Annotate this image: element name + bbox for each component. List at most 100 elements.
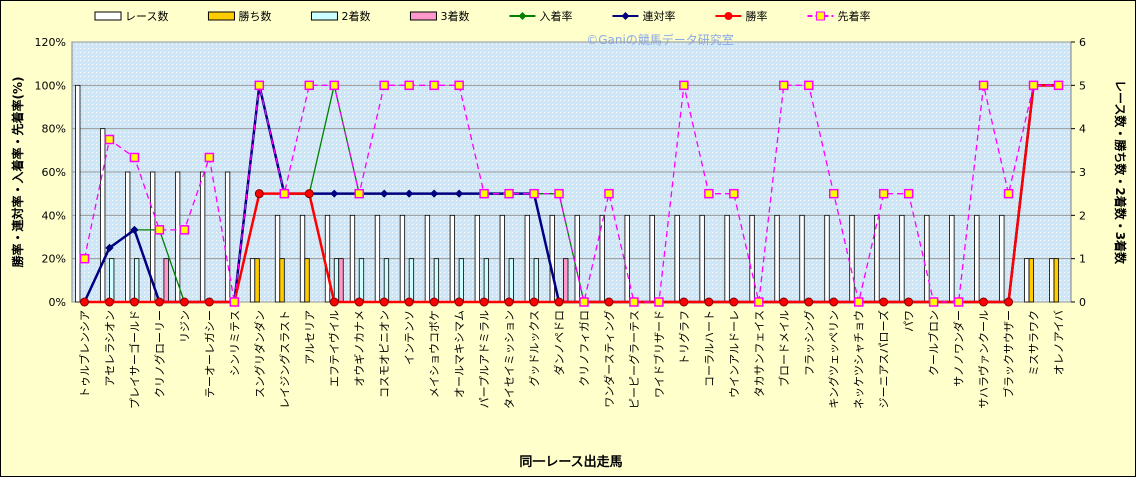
marker	[304, 80, 315, 91]
bar	[724, 214, 730, 303]
legend-swatch	[518, 12, 527, 20]
legend-label: レース数	[125, 10, 168, 23]
bar	[254, 258, 260, 303]
marker	[154, 297, 164, 307]
marker	[804, 297, 814, 307]
marker	[129, 297, 139, 307]
marker	[479, 297, 489, 307]
marker	[455, 189, 464, 198]
x-tick-label: ワンダースティング	[602, 310, 616, 408]
marker	[129, 152, 140, 163]
marker	[853, 297, 864, 307]
x-tick-label: パープルアドミラル	[478, 310, 491, 408]
marker	[978, 80, 989, 91]
marker	[729, 188, 739, 199]
y-tick-label: 120%	[35, 36, 66, 49]
bar	[774, 214, 780, 303]
bar	[624, 214, 630, 303]
bar	[75, 84, 81, 303]
y2-tick-label: 0	[1079, 296, 1086, 309]
bar	[474, 214, 480, 303]
legend-swatch	[724, 12, 733, 20]
marker	[679, 297, 689, 307]
legend-entry: 連対率	[612, 9, 675, 23]
marker	[429, 80, 439, 91]
bar	[574, 214, 580, 303]
bar	[349, 214, 356, 303]
x-tick-label: シンリミテス	[228, 310, 241, 376]
bar	[424, 214, 431, 303]
legend-label: 勝ち数	[238, 9, 271, 23]
bar	[249, 258, 256, 303]
bar	[649, 214, 655, 303]
y-axis-label: 勝率・連対率・入着率・先着率(%)	[10, 77, 25, 268]
x-tick-label: ミスサラワク	[1028, 310, 1041, 376]
x-tick-label: サノノワンダー	[952, 310, 966, 387]
x-tick-label: オウギノカナメ	[353, 310, 366, 387]
marker	[454, 297, 464, 307]
bar	[338, 258, 344, 303]
bar	[109, 258, 115, 303]
bar	[458, 258, 465, 303]
x-tick-label: クリノフィガロ	[578, 310, 591, 387]
marker	[504, 188, 514, 199]
x-tick-label: ジーニアスパローズ	[877, 310, 891, 408]
x-tick-label: タカサンフェイス	[753, 310, 766, 397]
bar	[199, 171, 206, 303]
y2-tick-label: 6	[1079, 36, 1086, 49]
marker	[204, 297, 214, 307]
bar	[974, 214, 980, 303]
marker	[304, 189, 314, 199]
bar	[163, 258, 169, 303]
marker	[405, 189, 414, 198]
legend-label: 3着数	[440, 9, 469, 23]
marker	[579, 297, 589, 307]
marker	[554, 188, 564, 199]
marker	[604, 188, 614, 199]
y-tick-label: 20%	[42, 253, 66, 266]
marker	[179, 225, 190, 235]
marker	[105, 243, 114, 252]
bar	[499, 214, 505, 303]
marker	[979, 297, 989, 307]
marker	[154, 225, 165, 235]
marker	[804, 80, 814, 91]
bar	[224, 171, 231, 303]
marker	[629, 297, 639, 307]
line	[83, 84, 1059, 303]
x-axis-label: 同一レース出走馬	[519, 454, 622, 470]
bar	[949, 214, 955, 303]
x-tick-label: クールブロン	[927, 310, 941, 376]
bar	[449, 214, 456, 303]
marker	[104, 297, 114, 307]
legend-entry: 勝ち数	[207, 9, 271, 23]
legend-swatch	[207, 11, 235, 21]
marker	[779, 297, 789, 307]
bar	[508, 258, 514, 303]
marker	[529, 188, 539, 199]
legend-swatch	[815, 11, 825, 21]
marker	[679, 80, 689, 91]
marker	[479, 188, 489, 199]
x-tick-label: ブラックサウザー	[1002, 310, 1016, 398]
marker	[828, 188, 839, 199]
bar	[324, 214, 331, 303]
marker	[754, 297, 764, 307]
bar	[924, 214, 930, 303]
bar	[824, 214, 830, 303]
bar	[374, 214, 381, 303]
bar	[849, 214, 855, 303]
bar	[483, 258, 489, 303]
x-tick-label: オールマキシマム	[453, 310, 466, 398]
bar	[1049, 258, 1055, 303]
x-tick-label: フラッシング	[802, 310, 816, 376]
y-tick-label: 60%	[42, 166, 66, 179]
bar	[799, 214, 805, 303]
y-tick-label: 100%	[35, 79, 66, 92]
x-tick-label: プレイサーゴールド	[127, 310, 141, 409]
bar	[549, 214, 555, 303]
bar	[563, 258, 569, 303]
legend-swatch	[310, 11, 338, 21]
marker	[130, 225, 139, 234]
